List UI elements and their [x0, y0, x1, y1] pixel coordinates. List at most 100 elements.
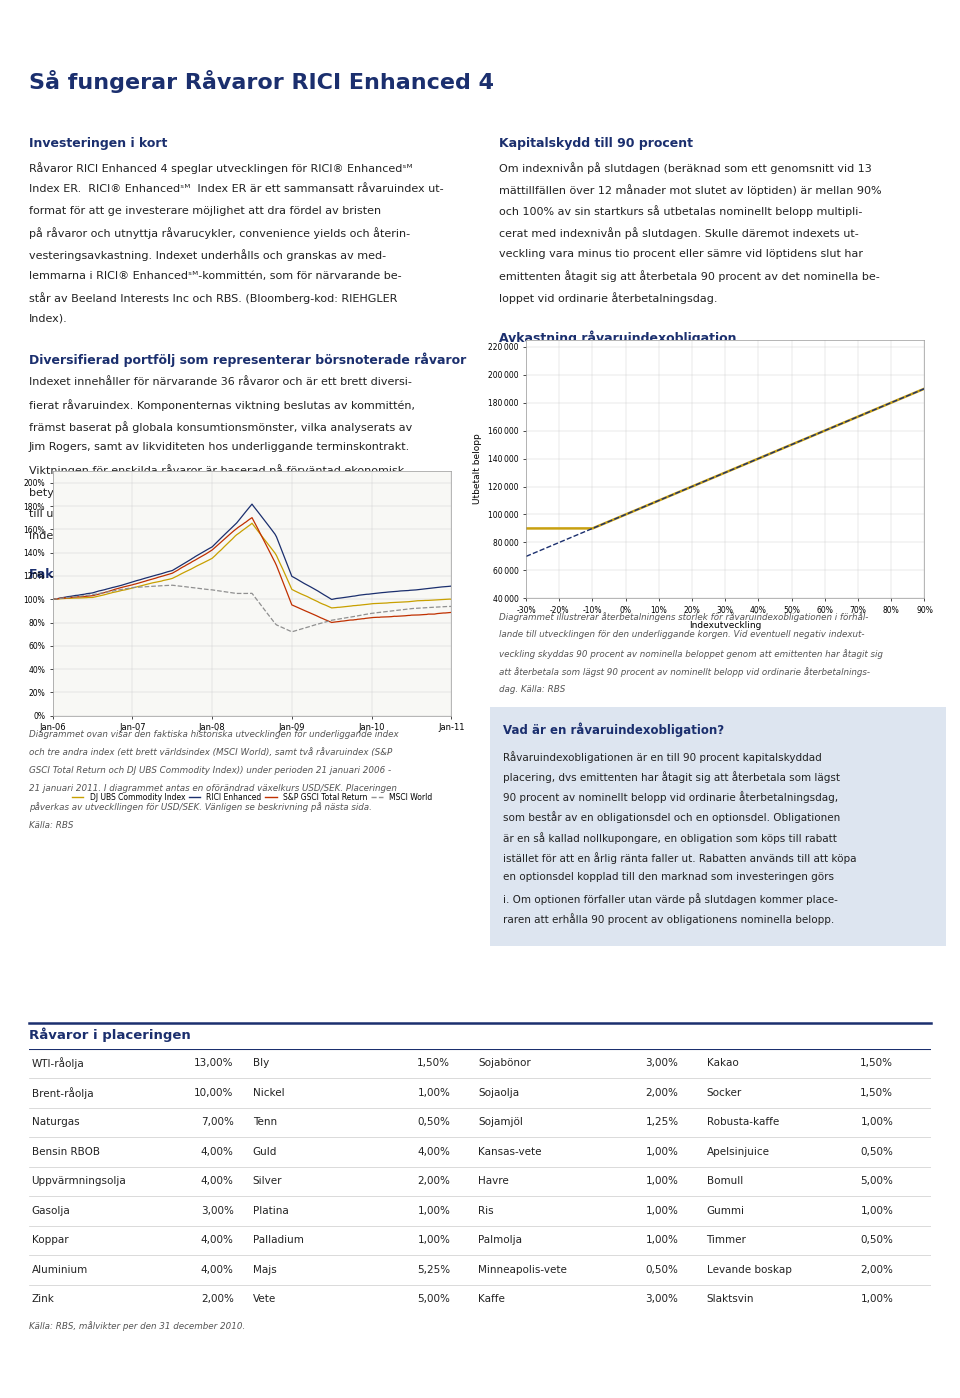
Text: 0,50%: 0,50% [418, 1117, 450, 1127]
Text: och tre andra index (ett brett världsindex (MSCI World), samt två råvaruindex (S: och tre andra index (ett brett världsind… [29, 748, 392, 756]
Text: veckling vara minus tio procent eller sämre vid löptidens slut har: veckling vara minus tio procent eller sä… [499, 249, 863, 259]
Text: till ursprungliga värden två gånger per år och en generell översikt av: till ursprungliga värden två gånger per … [29, 507, 416, 520]
Text: främst baserat på globala konsumtionsmönster, vilka analyserats av: främst baserat på globala konsumtionsmön… [29, 421, 412, 433]
Text: Ris: Ris [478, 1206, 493, 1216]
Text: Vete: Vete [252, 1295, 276, 1304]
Text: 1,00%: 1,00% [860, 1295, 894, 1304]
Text: veckling skyddas 90 procent av nominella beloppet genom att emittenten har åtagi: veckling skyddas 90 procent av nominella… [499, 649, 883, 658]
Text: Palladium: Palladium [252, 1236, 303, 1246]
Text: Sojaolja: Sojaolja [478, 1088, 519, 1097]
Text: Socker: Socker [707, 1088, 742, 1097]
Text: står av Beeland Interests Inc och RBS. (Bloomberg-kod: RIEHGLER: står av Beeland Interests Inc och RBS. (… [29, 292, 397, 305]
Text: är en så kallad nollkupongare, en obligation som köps till rabatt: är en så kallad nollkupongare, en obliga… [503, 832, 837, 844]
Text: Aluminium: Aluminium [32, 1265, 87, 1275]
Text: 4,00%: 4,00% [201, 1236, 233, 1246]
Text: 1,50%: 1,50% [860, 1058, 894, 1068]
Text: Avkastning råvaruindexobligation: Avkastning råvaruindexobligation [499, 330, 736, 345]
Text: Gummi: Gummi [707, 1206, 745, 1216]
Text: 1,00%: 1,00% [860, 1206, 894, 1216]
Text: indexets sammansättning görs en gång per år.: indexets sammansättning görs en gång per… [29, 528, 291, 541]
Text: cerat med indexnivån på slutdagen. Skulle däremot indexets ut-: cerat med indexnivån på slutdagen. Skull… [499, 226, 859, 239]
Text: Kapitalskydd till 90 procent: Kapitalskydd till 90 procent [499, 137, 693, 150]
Text: Råvaruindexobligationen är en till 90 procent kapitalskyddad: Råvaruindexobligationen är en till 90 pr… [503, 751, 822, 763]
Text: 5,00%: 5,00% [860, 1176, 894, 1187]
Text: 3,00%: 3,00% [646, 1058, 679, 1068]
Text: Investeringen i kort: Investeringen i kort [29, 137, 167, 150]
Text: Viktningen för enskilda råvaror är baserad på förväntad ekonomisk: Viktningen för enskilda råvaror är baser… [29, 464, 404, 477]
Text: 3,00%: 3,00% [201, 1206, 233, 1216]
Text: 1,00%: 1,00% [646, 1236, 679, 1246]
Text: 1,50%: 1,50% [418, 1058, 450, 1068]
Text: och 100% av sin startkurs så utbetalas nominellt belopp multipli-: och 100% av sin startkurs så utbetalas n… [499, 206, 863, 218]
Text: Robusta-kaffe: Robusta-kaffe [707, 1117, 779, 1127]
X-axis label: Indexutveckling: Indexutveckling [689, 621, 761, 629]
Text: 21 januari 2011. I diagrammet antas en oförändrad växelkurs USD/SEK. Placeringen: 21 januari 2011. I diagrammet antas en o… [29, 784, 396, 793]
Text: Naturgas: Naturgas [32, 1117, 79, 1127]
Text: 13,00%: 13,00% [194, 1058, 233, 1068]
Text: Kakao: Kakao [707, 1058, 738, 1068]
Text: 1,00%: 1,00% [646, 1146, 679, 1156]
Text: Så fungerar Råvaror RICI Enhanced 4: Så fungerar Råvaror RICI Enhanced 4 [29, 70, 493, 92]
Text: Brent-råolja: Brent-råolja [32, 1086, 93, 1099]
Text: Om indexnivån på slutdagen (beräknad som ett genomsnitt vid 13: Om indexnivån på slutdagen (beräknad som… [499, 162, 872, 175]
Text: Källa: RBS, målvikter per den 31 december 2010.: Källa: RBS, målvikter per den 31 decembe… [29, 1321, 245, 1331]
Text: 7,00%: 7,00% [201, 1117, 233, 1127]
Text: Palmolja: Palmolja [478, 1236, 522, 1246]
Text: en optionsdel kopplad till den marknad som investeringen görs: en optionsdel kopplad till den marknad s… [503, 872, 834, 882]
Text: Slaktsvin: Slaktsvin [707, 1295, 754, 1304]
Text: påverkas av utveckllingen för USD/SEK. Vänligen se beskrivning på nästa sida.: påverkas av utveckllingen för USD/SEK. V… [29, 802, 372, 812]
Text: på råvaror och utnyttja råvarucykler, convenience yields och återin-: på råvaror och utnyttja råvarucykler, co… [29, 226, 410, 239]
Text: Bomull: Bomull [707, 1176, 743, 1187]
Text: loppet vid ordinarie återbetalningsdag.: loppet vid ordinarie återbetalningsdag. [499, 292, 718, 305]
Text: 10,00%: 10,00% [194, 1088, 233, 1097]
Text: 4,00%: 4,00% [418, 1146, 450, 1156]
Text: GSCI Total Return och DJ UBS Commodity Index)) under perioden 21 januari 2006 -: GSCI Total Return och DJ UBS Commodity I… [29, 766, 391, 774]
Text: 2,00%: 2,00% [646, 1088, 679, 1097]
Text: 2,00%: 2,00% [418, 1176, 450, 1187]
Text: Råvaror i placeringen: Råvaror i placeringen [29, 1028, 190, 1042]
Text: 90 procent av nominellt belopp vid ordinarie återbetalningsdag,: 90 procent av nominellt belopp vid ordin… [503, 791, 838, 804]
Text: Gasolja: Gasolja [32, 1206, 70, 1216]
Text: 1,25%: 1,25% [645, 1117, 679, 1127]
Text: 4,00%: 4,00% [201, 1265, 233, 1275]
Text: Tenn: Tenn [252, 1117, 276, 1127]
Text: Index ER.  RICI® Enhancedˢᴹ  Index ER är ett sammansatt råvaruindex ut-: Index ER. RICI® Enhancedˢᴹ Index ER är e… [29, 183, 444, 194]
Text: vesteringsavkastning. Indexet underhålls och granskas av med-: vesteringsavkastning. Indexet underhålls… [29, 249, 386, 261]
Text: som består av en obligationsdel och en optionsdel. Obligationen: som består av en obligationsdel och en o… [503, 812, 840, 823]
Text: Koppar: Koppar [32, 1236, 68, 1246]
Text: betydelse och likviditet på terminsmarknaden. Viktningarna återställs: betydelse och likviditet på terminsmarkn… [29, 485, 420, 498]
Text: Levande boskap: Levande boskap [707, 1265, 791, 1275]
Text: Diagrammet ovan visar den faktiska historiska utvecklingen för underliggande ind: Diagrammet ovan visar den faktiska histo… [29, 730, 398, 738]
Text: Bensin RBOB: Bensin RBOB [32, 1146, 100, 1156]
Text: 4,00%: 4,00% [201, 1146, 233, 1156]
Y-axis label: Utbetalt belopp: Utbetalt belopp [473, 433, 482, 505]
Text: 5,00%: 5,00% [418, 1295, 450, 1304]
Text: 3,00%: 3,00% [646, 1295, 679, 1304]
Text: 4,00%: 4,00% [201, 1176, 233, 1187]
Text: Silver: Silver [252, 1176, 282, 1187]
Legend: DJ UBS Commodity Index, RICI Enhanced, S&P GSCI Total Return, MSCI World: DJ UBS Commodity Index, RICI Enhanced, S… [69, 790, 435, 805]
Text: Bly: Bly [252, 1058, 269, 1068]
Text: Nickel: Nickel [252, 1088, 284, 1097]
Text: 2,00%: 2,00% [860, 1265, 894, 1275]
Text: Zink: Zink [32, 1295, 55, 1304]
Text: Apelsinjuice: Apelsinjuice [707, 1146, 770, 1156]
Text: Indexet innehåller för närvarande 36 råvaror och är ett brett diversi-: Indexet innehåller för närvarande 36 råv… [29, 377, 412, 387]
Text: Guld: Guld [252, 1146, 277, 1156]
Text: Platina: Platina [252, 1206, 288, 1216]
Text: lemmarna i RICI® Enhancedˢᴹ-kommittén, som för närvarande be-: lemmarna i RICI® Enhancedˢᴹ-kommittén, s… [29, 270, 401, 281]
Text: format för att ge investerare möjlighet att dra fördel av bristen: format för att ge investerare möjlighet … [29, 206, 381, 215]
Text: Faktisk historisk utveckling*: Faktisk historisk utveckling* [29, 568, 228, 580]
Text: dag. Källa: RBS: dag. Källa: RBS [499, 685, 565, 693]
Text: 0,50%: 0,50% [860, 1236, 894, 1246]
Text: 1,50%: 1,50% [860, 1088, 894, 1097]
Text: fierat råvaruindex. Komponenternas viktning beslutas av kommittén,: fierat råvaruindex. Komponenternas viktn… [29, 398, 415, 411]
Text: Sojabönor: Sojabönor [478, 1058, 531, 1068]
FancyBboxPatch shape [490, 707, 946, 946]
Text: 1,00%: 1,00% [646, 1176, 679, 1187]
Text: Majs: Majs [252, 1265, 276, 1275]
Text: 1,00%: 1,00% [646, 1206, 679, 1216]
Text: i. Om optionen förfaller utan värde på slutdagen kommer place-: i. Om optionen förfaller utan värde på s… [503, 893, 838, 905]
Text: Diagrammet illustrerar återbetalningens storlek för råvaruindexobligationen i fö: Diagrammet illustrerar återbetalningens … [499, 612, 869, 622]
Text: Råvaror RICI Enhanced 4 speglar utvecklingen för RICI® Enhancedˢᴹ: Råvaror RICI Enhanced 4 speglar utveckli… [29, 162, 413, 175]
